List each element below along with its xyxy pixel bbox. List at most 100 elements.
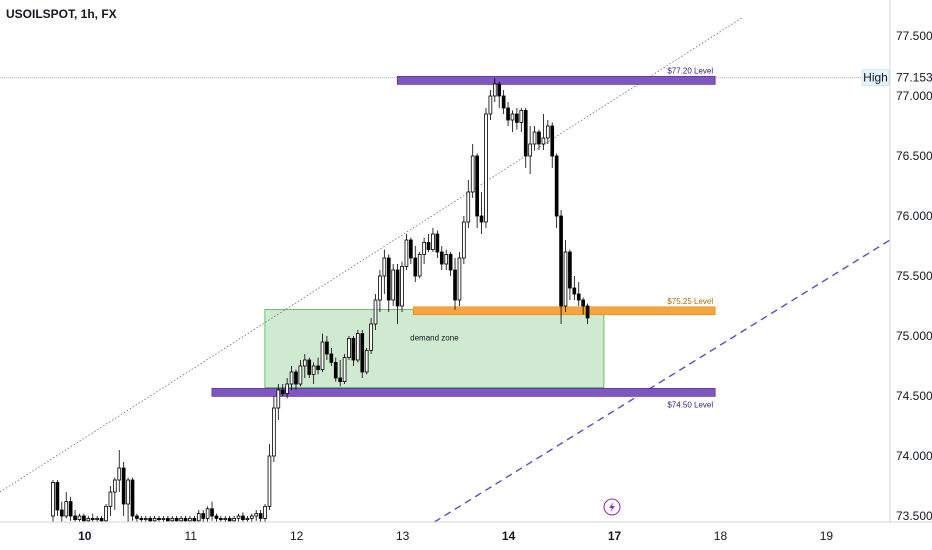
level-bar[interactable] — [397, 76, 716, 85]
candle-body — [360, 333, 365, 373]
candle — [294, 369, 298, 390]
candle — [135, 513, 139, 522]
candle — [585, 303, 590, 324]
candle — [484, 108, 488, 228]
candle — [68, 496, 73, 521]
candle-body — [523, 110, 528, 157]
candle-body — [232, 518, 236, 522]
candle-body — [289, 371, 294, 385]
candle-body — [515, 113, 519, 123]
candle-body — [245, 518, 250, 521]
demand-zone-box[interactable] — [264, 309, 605, 389]
candle-body — [333, 361, 338, 379]
candle — [470, 144, 475, 198]
candle — [59, 501, 64, 522]
candle — [453, 258, 457, 310]
candle-body — [329, 353, 334, 363]
candle — [280, 384, 285, 396]
candle — [550, 122, 555, 168]
candle-body — [95, 518, 99, 521]
symbol-title: USOILSPOT, 1h, FX — [6, 7, 117, 21]
candle-body — [448, 253, 453, 271]
candle-body — [400, 265, 404, 307]
candle-body — [550, 125, 555, 157]
candle-body — [51, 481, 55, 517]
candle — [86, 516, 91, 522]
candle — [254, 510, 259, 521]
candle — [351, 336, 356, 366]
candle — [519, 108, 524, 132]
candle — [369, 318, 373, 354]
candle — [258, 510, 263, 522]
candle-body — [241, 515, 245, 520]
candle — [201, 510, 206, 522]
candle — [426, 234, 431, 252]
price-levels: $77.20 Level $75.25 Level $74.50 Level — [211, 66, 716, 409]
candle — [311, 362, 316, 384]
candle — [391, 264, 396, 306]
candle-body — [68, 501, 73, 517]
candle-body — [210, 508, 214, 517]
candle — [227, 516, 232, 522]
candle — [214, 513, 219, 522]
candle-body — [179, 518, 183, 522]
lightning-icon[interactable] — [603, 498, 621, 516]
candle — [417, 252, 422, 279]
level-bar[interactable] — [211, 388, 716, 397]
candle-body — [121, 467, 126, 505]
candle — [404, 234, 409, 270]
candle-body — [559, 215, 563, 307]
candle — [497, 81, 502, 108]
candle — [559, 210, 563, 324]
level-2[interactable]: $74.50 Level — [211, 388, 716, 409]
price-tick-label: 76.000 — [896, 209, 932, 223]
candle-body — [104, 505, 108, 522]
candle-body — [497, 83, 502, 97]
high-tag-label: High — [863, 71, 888, 85]
candle — [492, 78, 497, 102]
candle — [364, 348, 369, 375]
candle — [355, 330, 360, 363]
candle-body — [545, 125, 550, 139]
candle-body — [413, 257, 418, 277]
candle — [157, 516, 161, 522]
candle — [523, 108, 528, 168]
candle — [400, 261, 404, 312]
candle — [179, 516, 183, 522]
candle-body — [342, 357, 347, 383]
candle — [99, 516, 104, 522]
price-tick-label: 74.500 — [896, 389, 932, 403]
candle-body — [351, 337, 356, 361]
candle-body — [492, 83, 497, 97]
level-0[interactable]: $77.20 Level — [397, 66, 716, 85]
candle-body — [572, 287, 577, 295]
price-axis[interactable]: 77.500 77.000 76.500 76.000 75.500 75.000 74.5… — [861, 0, 932, 550]
dashed-channel-line[interactable] — [434, 239, 891, 523]
candle — [77, 513, 82, 522]
candle-body — [170, 518, 175, 522]
candle-body — [541, 137, 546, 145]
candle — [422, 237, 426, 264]
candle — [316, 357, 320, 375]
candle — [219, 516, 223, 522]
candle-body — [316, 365, 320, 370]
candle-body — [196, 513, 201, 522]
time-axis[interactable]: 10 11 12 13 14 17 18 19 — [0, 521, 932, 550]
trendlines — [0, 17, 891, 523]
candle — [329, 348, 334, 366]
candle — [333, 357, 338, 382]
candle — [431, 228, 435, 252]
candle-body — [444, 253, 449, 265]
candle — [320, 333, 325, 372]
candle-body — [417, 253, 422, 277]
level-1[interactable]: $75.25 Level — [412, 297, 716, 316]
candle — [51, 480, 55, 522]
candle-body — [249, 515, 254, 519]
candle — [347, 336, 351, 360]
candle — [386, 254, 391, 312]
level-bar[interactable] — [412, 306, 716, 316]
candle-body — [439, 251, 444, 265]
demand-zone[interactable]: demand zone — [264, 309, 605, 389]
candle — [466, 180, 471, 228]
candle-body — [161, 518, 166, 521]
